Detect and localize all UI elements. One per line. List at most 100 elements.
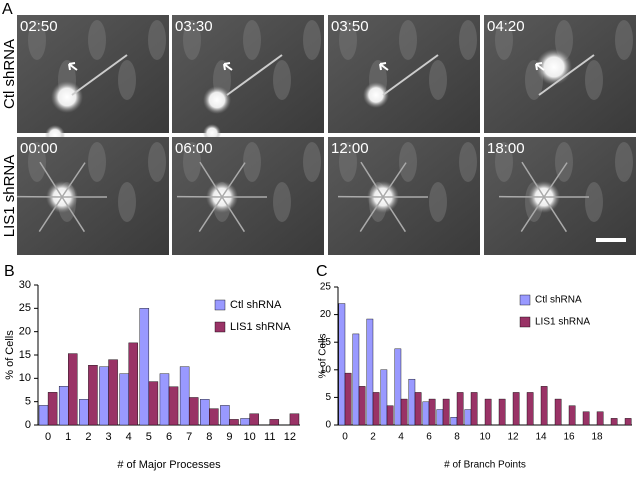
bar: [387, 406, 393, 425]
x-axis-label: # of Major Processes: [117, 459, 221, 471]
bar: [39, 405, 48, 425]
timestamp: 12:00: [331, 140, 369, 157]
x-tick-label: 3: [105, 431, 111, 443]
x-tick-label: 8: [206, 431, 212, 443]
bar: [180, 367, 189, 425]
bar: [555, 399, 561, 425]
y-axis-label: % of Cells: [318, 333, 329, 378]
y-tick-label: 0: [325, 420, 331, 431]
bar: [169, 387, 178, 425]
bar: [68, 354, 77, 425]
timestamp: 00:00: [20, 140, 58, 157]
bar: [99, 367, 108, 425]
y-tick-label: 25: [320, 282, 332, 293]
cell-body: [203, 86, 231, 114]
background-cell: [243, 142, 261, 182]
background-cell: [429, 182, 447, 222]
bar: [88, 365, 97, 425]
x-tick-label: 6: [166, 431, 172, 443]
background-cell: [148, 20, 166, 60]
legend-label: LIS1 shRNA: [535, 317, 590, 328]
background-cell: [615, 142, 633, 182]
bar: [209, 409, 218, 425]
timestamp: 03:50: [331, 18, 369, 35]
bar: [513, 392, 519, 425]
bar: [250, 414, 259, 425]
bar: [290, 414, 299, 425]
bar: [443, 399, 449, 425]
bar: [457, 392, 463, 425]
background-cell: [399, 142, 417, 182]
legend-swatch: [520, 317, 530, 327]
background-cell: [118, 182, 136, 222]
bar: [569, 406, 575, 425]
x-tick-label: 0: [342, 432, 348, 443]
x-tick-label: 12: [284, 431, 296, 443]
bar: [220, 405, 229, 425]
background-cell: [303, 20, 321, 60]
background-cell: [585, 182, 603, 222]
x-tick-label: 10: [243, 431, 255, 443]
panel-label: B: [4, 263, 15, 280]
background-cell: [429, 60, 447, 100]
row-label: Ctl shRNA: [1, 39, 18, 109]
bar: [120, 374, 129, 425]
x-axis-label: # of Branch Points: [444, 460, 526, 471]
y-axis-label: % of Cells: [4, 330, 16, 380]
y-tick-label: 0: [25, 419, 31, 431]
bar: [345, 373, 351, 425]
legend-label: Ctl shRNA: [230, 299, 282, 311]
x-tick-label: 8: [454, 432, 460, 443]
bar: [611, 418, 617, 425]
timestamp: 18:00: [487, 140, 525, 157]
timestamp: 06:00: [175, 140, 213, 157]
panel-label: C: [316, 263, 328, 280]
bar: [451, 417, 457, 425]
y-tick-label: 20: [19, 326, 31, 338]
bar: [373, 392, 379, 425]
bar: [109, 360, 118, 425]
bar: [200, 399, 209, 425]
bar: [499, 399, 505, 425]
legend-label: Ctl shRNA: [535, 295, 582, 306]
panel-label: A: [2, 1, 13, 18]
background-cell: [303, 142, 321, 182]
legend-swatch: [215, 322, 225, 332]
bar: [485, 399, 491, 425]
y-tick-label: 15: [19, 349, 31, 361]
x-tick-label: 2: [85, 431, 91, 443]
legend-swatch: [215, 300, 225, 310]
bar: [48, 392, 57, 425]
bar: [395, 349, 401, 425]
background-cell: [88, 142, 106, 182]
bar: [59, 386, 68, 425]
y-tick-label: 5: [325, 392, 331, 403]
x-tick-label: 10: [479, 432, 491, 443]
bar: [401, 399, 407, 425]
background-cell: [148, 142, 166, 182]
x-tick-label: 5: [146, 431, 152, 443]
bar: [353, 334, 359, 425]
cell-body: [51, 81, 83, 113]
bar: [409, 379, 415, 425]
x-tick-label: 2: [370, 432, 376, 443]
background-cell: [585, 60, 603, 100]
background-cell: [273, 182, 291, 222]
legend-label: LIS1 shRNA: [230, 321, 291, 333]
x-tick-label: 11: [264, 431, 275, 443]
background-cell: [273, 60, 291, 100]
background-cell: [399, 20, 417, 60]
x-tick-label: 7: [186, 431, 192, 443]
y-tick-label: 30: [19, 279, 31, 291]
y-tick-label: 25: [19, 302, 31, 314]
background-cell: [459, 142, 477, 182]
timestamp: 02:50: [20, 18, 58, 35]
x-tick-label: 1: [65, 431, 71, 443]
timestamp: 03:30: [175, 18, 213, 35]
y-tick-label: 20: [320, 309, 332, 320]
bar: [129, 343, 138, 425]
bar: [79, 399, 88, 425]
bar: [381, 370, 387, 425]
